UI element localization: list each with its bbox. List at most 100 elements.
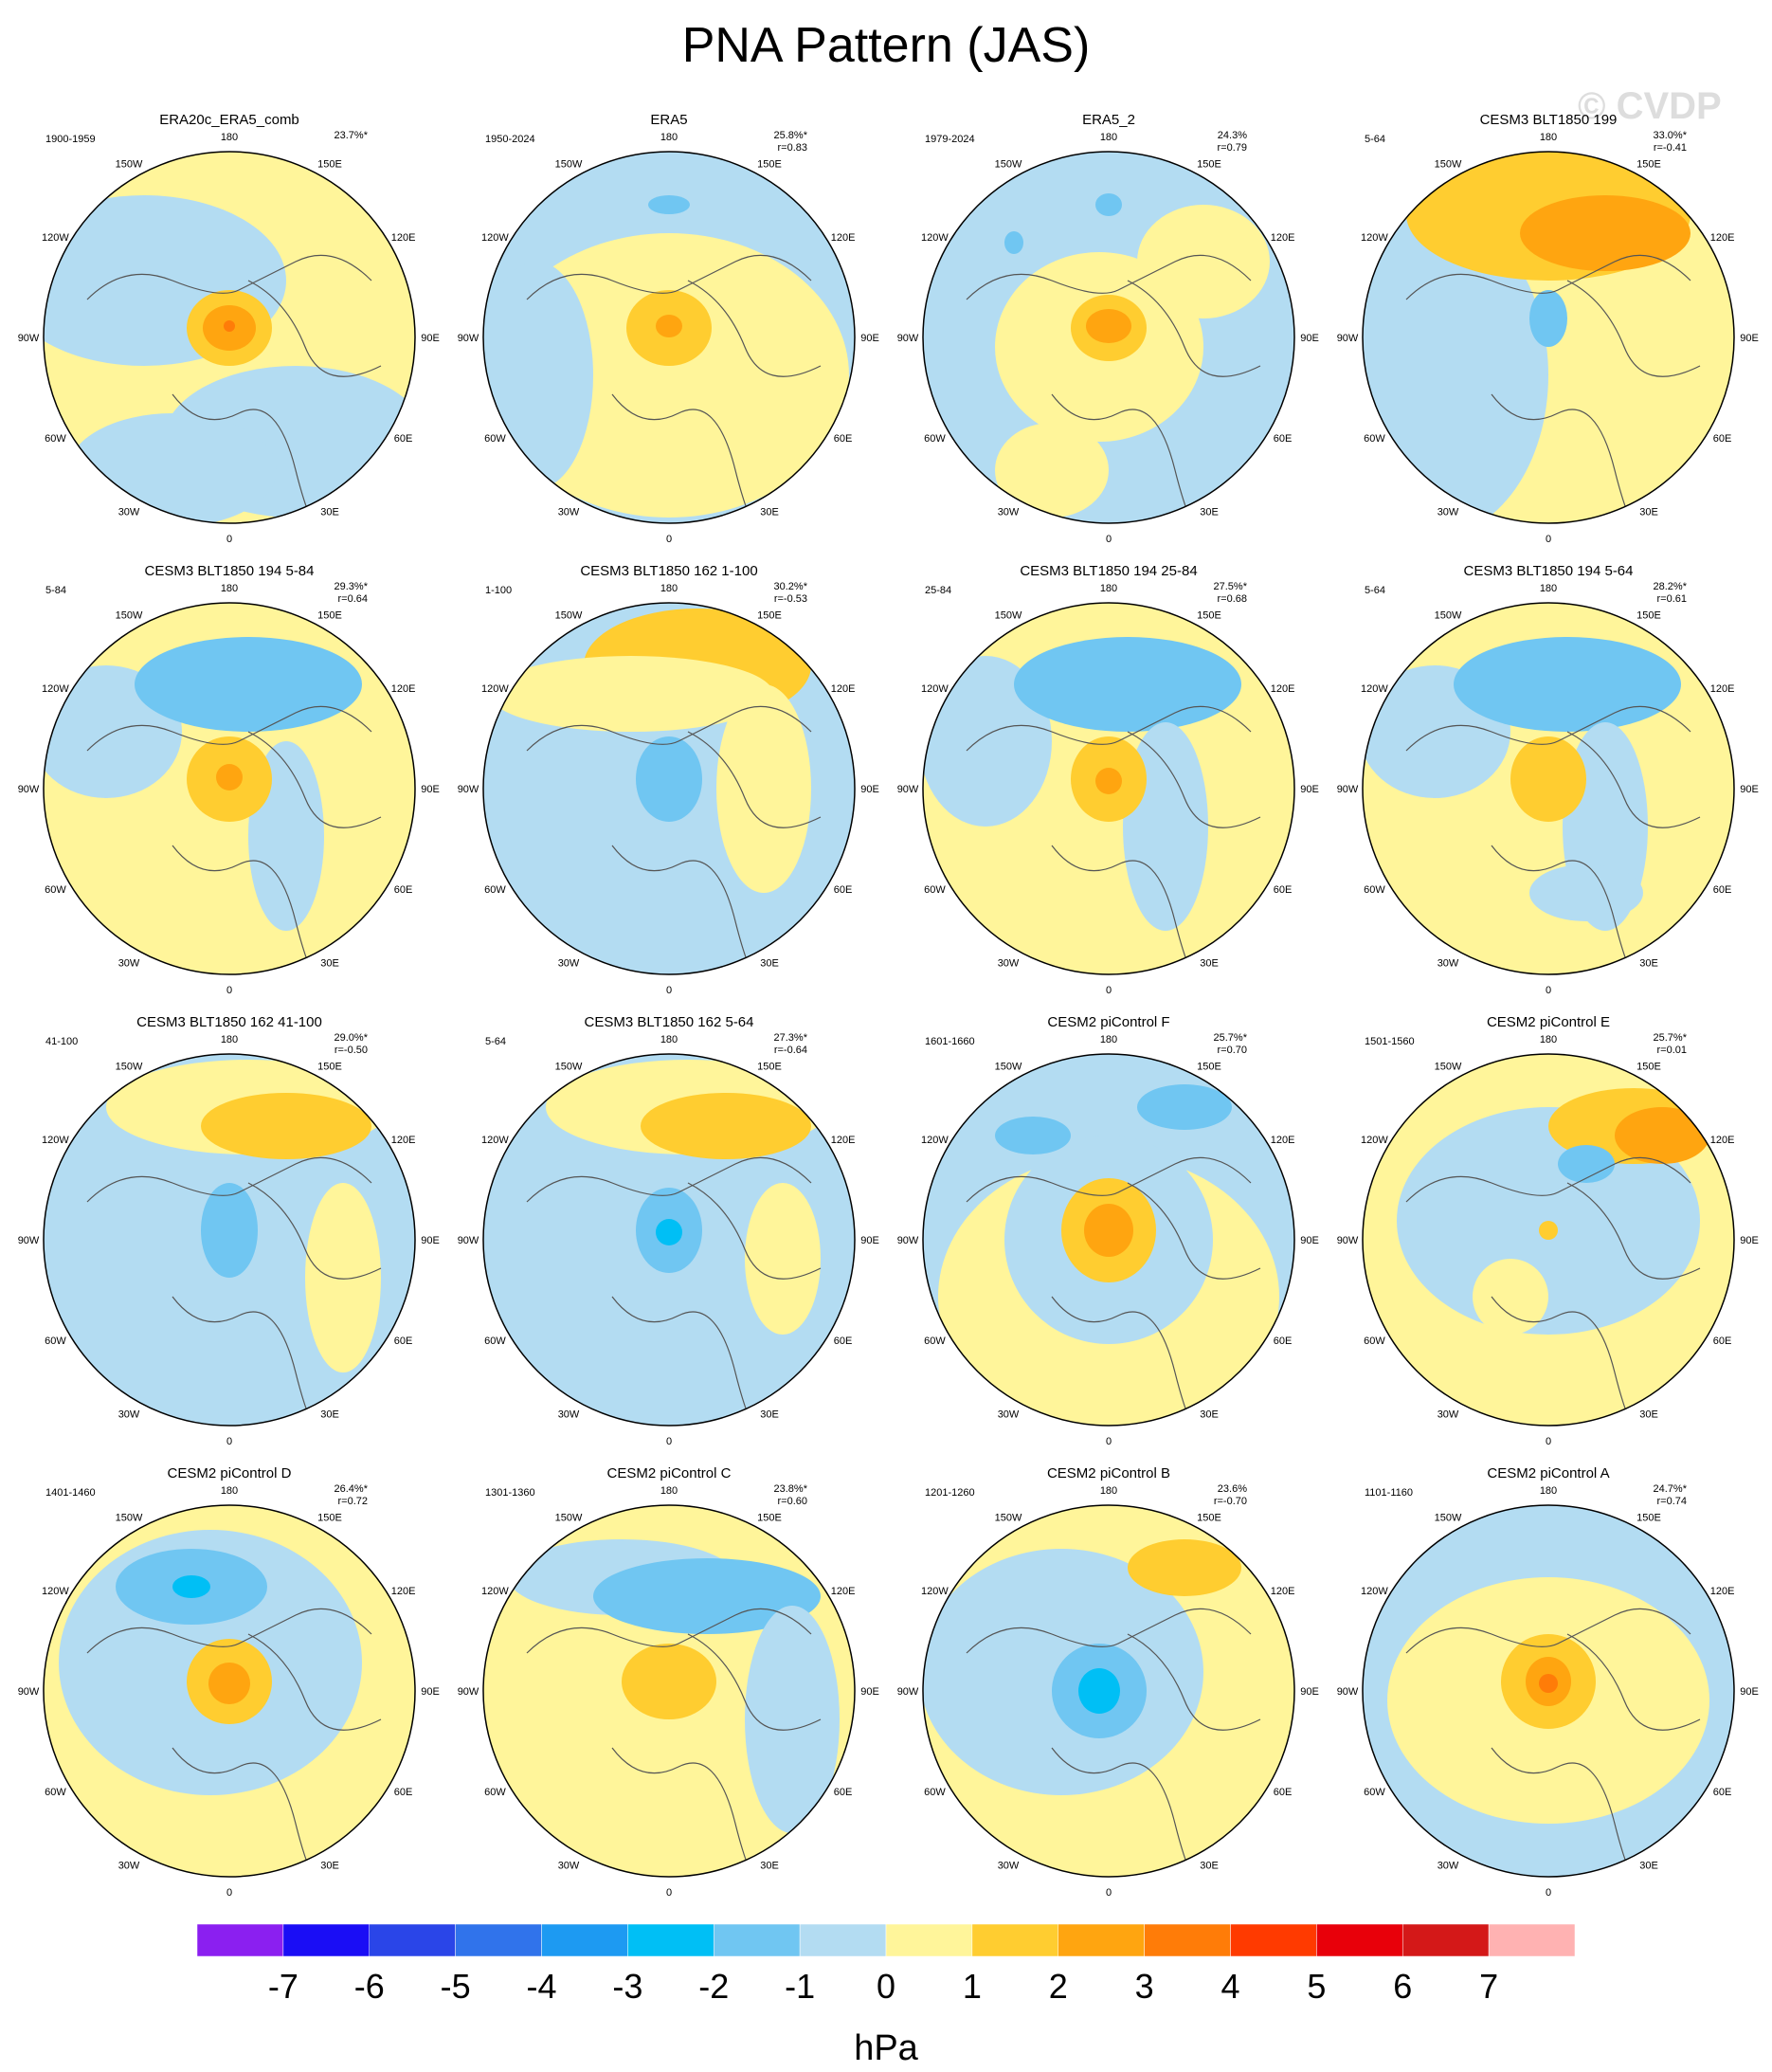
coastline xyxy=(1405,1156,1691,1203)
panel-correlation: r=-0.41 xyxy=(1654,142,1687,154)
map-panel: 180 150E 120E 90E 60E 30E 0 30W 60W 90W 120W 150W CE… xyxy=(1337,1465,1759,1896)
anomaly-field xyxy=(1363,1054,1734,1426)
map-panel: 180 150E 120E 90E 60E 30E 0 30W 60W 90W 120W 150W CE… xyxy=(897,1465,1319,1896)
longitude-label: 60W xyxy=(1364,1787,1385,1798)
longitude-label: 120W xyxy=(921,232,949,244)
longitude-label: 0 xyxy=(1106,1436,1112,1447)
longitude-label: 30E xyxy=(320,958,339,970)
longitude-label: 150W xyxy=(555,609,583,621)
anomaly-blob xyxy=(483,262,593,489)
map-outline xyxy=(1362,151,1735,524)
map-panel: 180 150E 120E 90E 60E 30E 0 30W 60W 90W 120W 150W CE… xyxy=(18,1465,440,1896)
colorbar: -7 -6 -5 -4 -3 -2 -1 0 1 2 3 4 5 6 7 xyxy=(197,1924,1575,2006)
map-outline xyxy=(922,1504,1295,1878)
anomaly-blob xyxy=(1004,231,1023,254)
longitude-label: 90W xyxy=(897,333,919,344)
colorbar-swatch xyxy=(1058,1924,1145,1957)
anomaly-blob xyxy=(1520,195,1691,271)
map-outline xyxy=(1362,1504,1735,1878)
longitude-label: 30E xyxy=(760,507,779,518)
longitude-label: 180 xyxy=(1100,1485,1117,1497)
longitude-label: 150E xyxy=(1197,1512,1221,1523)
coastline xyxy=(966,254,1252,300)
coastline xyxy=(86,254,372,300)
longitude-label: 180 xyxy=(221,1485,238,1497)
longitude-label: 30E xyxy=(1639,1409,1658,1421)
longitude-label: 0 xyxy=(1106,985,1112,996)
coastline xyxy=(247,731,382,828)
anomaly-field xyxy=(1363,152,1734,523)
longitude-label: 150E xyxy=(1197,609,1221,621)
panel-title: CESM2 piControl A xyxy=(1487,1465,1609,1481)
longitude-label: 0 xyxy=(1106,1887,1112,1896)
map-panel: 180 150E 120E 90E 60E 30E 0 30W 60W 90W 120W 150W CE… xyxy=(897,1014,1319,1447)
panel-title: CESM3 BLT1850 162 41-100 xyxy=(136,1014,322,1030)
anomaly-blob xyxy=(745,1183,821,1335)
longitude-label: 90E xyxy=(421,784,440,795)
anomaly-field xyxy=(44,603,415,974)
anomaly-blob xyxy=(208,1663,250,1704)
longitude-label: 30E xyxy=(320,507,339,518)
longitude-label: 150E xyxy=(1636,609,1661,621)
anomaly-blob xyxy=(1086,309,1131,343)
colorbar-swatch xyxy=(1402,1924,1490,1957)
anomaly-blob xyxy=(1529,290,1567,347)
colorbar-tick-label: 6 xyxy=(1393,1967,1412,2006)
panel-variance: 24.7%* xyxy=(1654,1483,1688,1495)
map-panel: 180 150E 120E 90E 60E 30E 0 30W 60W 90W 120W 150W CE… xyxy=(458,1465,879,1896)
panel-title: ERA5_2 xyxy=(1082,112,1135,128)
panel-correlation: r=0.72 xyxy=(338,1496,369,1507)
longitude-label: 120W xyxy=(1361,1586,1388,1597)
longitude-label: 150E xyxy=(317,1061,342,1072)
colorbar-swatch xyxy=(885,1924,973,1957)
anomaly-blob xyxy=(1473,1259,1548,1335)
longitude-label: 0 xyxy=(666,534,672,545)
longitude-label: 150E xyxy=(317,609,342,621)
colorbar-swatch xyxy=(455,1924,542,1957)
longitude-label: 30W xyxy=(998,958,1020,970)
colorbar-tick-label: 4 xyxy=(1221,1967,1239,2006)
longitude-label: 150W xyxy=(1435,1061,1462,1072)
coastline xyxy=(1405,1608,1691,1654)
panel-title: CESM2 piControl D xyxy=(168,1465,292,1481)
map-outline xyxy=(482,1053,856,1427)
longitude-label: 60W xyxy=(924,1787,946,1798)
longitude-label: 90W xyxy=(897,1235,919,1246)
longitude-label: 90W xyxy=(1337,333,1359,344)
longitude-label: 30W xyxy=(558,1409,580,1421)
map-panel: 180 150E 120E 90E 60E 30E 0 30W 60W 90W 120W 150W ER… xyxy=(458,112,879,545)
coastline xyxy=(1566,1633,1701,1731)
panel-title: CESM3 BLT1850 199 xyxy=(1480,112,1618,128)
longitude-label: 30E xyxy=(1200,507,1219,518)
anomaly-blob xyxy=(593,1558,821,1634)
longitude-label: 30W xyxy=(1437,507,1459,518)
longitude-label: 30E xyxy=(1200,958,1219,970)
longitude-label: 30E xyxy=(320,1861,339,1872)
anomaly-blob xyxy=(489,656,773,732)
panel-variance: 25.8%* xyxy=(774,130,808,141)
coastline xyxy=(172,1747,335,1877)
panel-correlation: r=-0.64 xyxy=(774,1045,807,1056)
coastline xyxy=(1127,1633,1261,1731)
longitude-label: 150W xyxy=(1435,609,1462,621)
longitude-label: 120E xyxy=(391,1135,416,1146)
anomaly-blob xyxy=(1137,1084,1232,1130)
colorbar-swatch xyxy=(197,1924,284,1957)
longitude-label: 150E xyxy=(757,158,782,170)
coastline xyxy=(1051,845,1214,974)
panel-years: 5-64 xyxy=(1365,134,1385,145)
map-panel: 180 150E 120E 90E 60E 30E 0 30W 60W 90W 120W 150W CE… xyxy=(897,563,1319,996)
longitude-label: 120E xyxy=(391,1586,416,1597)
longitude-label: 180 xyxy=(221,1034,238,1045)
anomaly-blob xyxy=(216,764,243,791)
panel-correlation: r=0.83 xyxy=(778,142,808,154)
coastline xyxy=(247,280,382,377)
panel-correlation: r=0.68 xyxy=(1218,593,1248,605)
panel-variance: 25.7%* xyxy=(1654,1032,1688,1044)
panel-variance: 23.8%* xyxy=(774,1483,808,1495)
panel-variance: 23.7%* xyxy=(335,130,369,141)
longitude-label: 120W xyxy=(481,1135,509,1146)
longitude-label: 30W xyxy=(1437,1861,1459,1872)
map-outline xyxy=(482,602,856,975)
map-panels: 180 150E 120E 90E 60E 30E 0 30W 60W 90W 120W 150W ER… xyxy=(18,112,1759,1896)
